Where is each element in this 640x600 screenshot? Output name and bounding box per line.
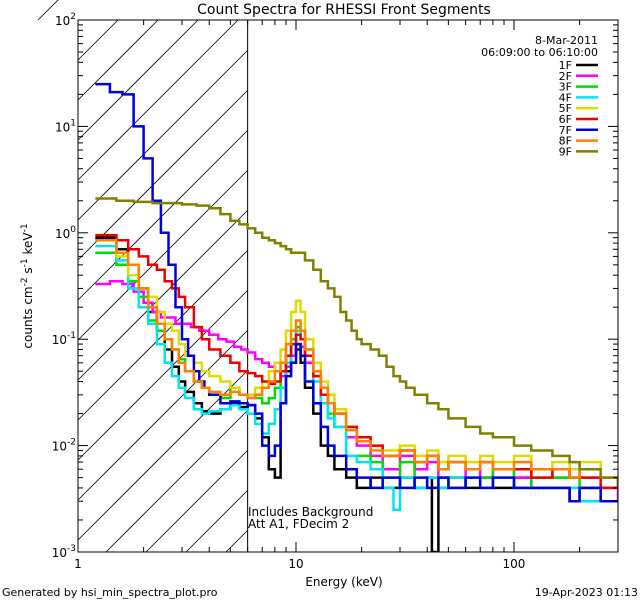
hatch-line [37,0,59,21]
legend-label-2F: 2F [559,70,572,83]
hatch-line [77,19,199,141]
time-range-label: 06:09:00 to 06:10:00 [481,46,598,59]
x-tick-label: 1 [74,557,82,571]
legend-label-7F: 7F [559,124,572,137]
y-axis: 10-3 10-2 10-1 100 101 102 [52,12,618,560]
hatch-line [77,19,239,181]
legend-label-5F: 5F [559,102,572,115]
series-line-8F [95,239,618,488]
hatch-line [225,530,248,553]
hatched-region [37,0,248,553]
legend-label-4F: 4F [559,91,572,104]
hatch-line [77,170,248,341]
y-axis-label: counts cm-2 s-1 keV-1 [20,223,35,348]
series-line-5F [95,239,618,488]
hatch-line [77,130,248,301]
annotation-background: Includes Background [248,505,373,519]
series-line-9F [95,197,618,488]
plot-frame [77,19,619,553]
legend-label-1F: 1F [559,59,572,72]
hatch-line [185,490,248,553]
hatch-line [77,330,248,501]
hatch-line [77,50,248,221]
y-tick-label: 102 [55,12,76,28]
date-label: 8-Mar-2011 [535,34,598,47]
hatch-line [77,19,159,101]
timestamp-label: 19-Apr-2023 01:13 [535,586,638,599]
hatch-line [105,410,248,553]
legend-label-8F: 8F [559,135,572,148]
hatch-line [77,19,119,61]
hatch-line [77,210,248,381]
hatch-line [77,250,248,421]
y-tick-label: 101 [55,118,76,134]
x-axis: 1 10 100 [74,20,619,571]
x-axis-label: Energy (keV) [305,575,382,589]
x-tick-label: 100 [503,557,526,571]
hatch-line [145,450,248,553]
x-tick-label: 10 [288,557,303,571]
y-tick-label: 10-2 [52,438,76,454]
annotation-attenuator: Att A1, FDecim 2 [248,517,349,531]
legend-label-6F: 6F [559,113,572,126]
legend-label-9F: 9F [559,145,572,158]
y-tick-label: 100 [55,225,76,241]
legend-label-3F: 3F [559,81,572,94]
y-tick-label: 10-1 [52,331,76,347]
hatch-line [77,290,248,461]
series-line-7F [95,82,618,503]
generated-by-label: Generated by hsi_min_spectra_plot.pro [2,586,218,599]
chart-title: Count Spectra for RHESSI Front Segments [197,2,491,18]
y-tick-label: 10-3 [52,544,76,560]
hatch-line [77,90,248,261]
series-group [95,82,618,552]
